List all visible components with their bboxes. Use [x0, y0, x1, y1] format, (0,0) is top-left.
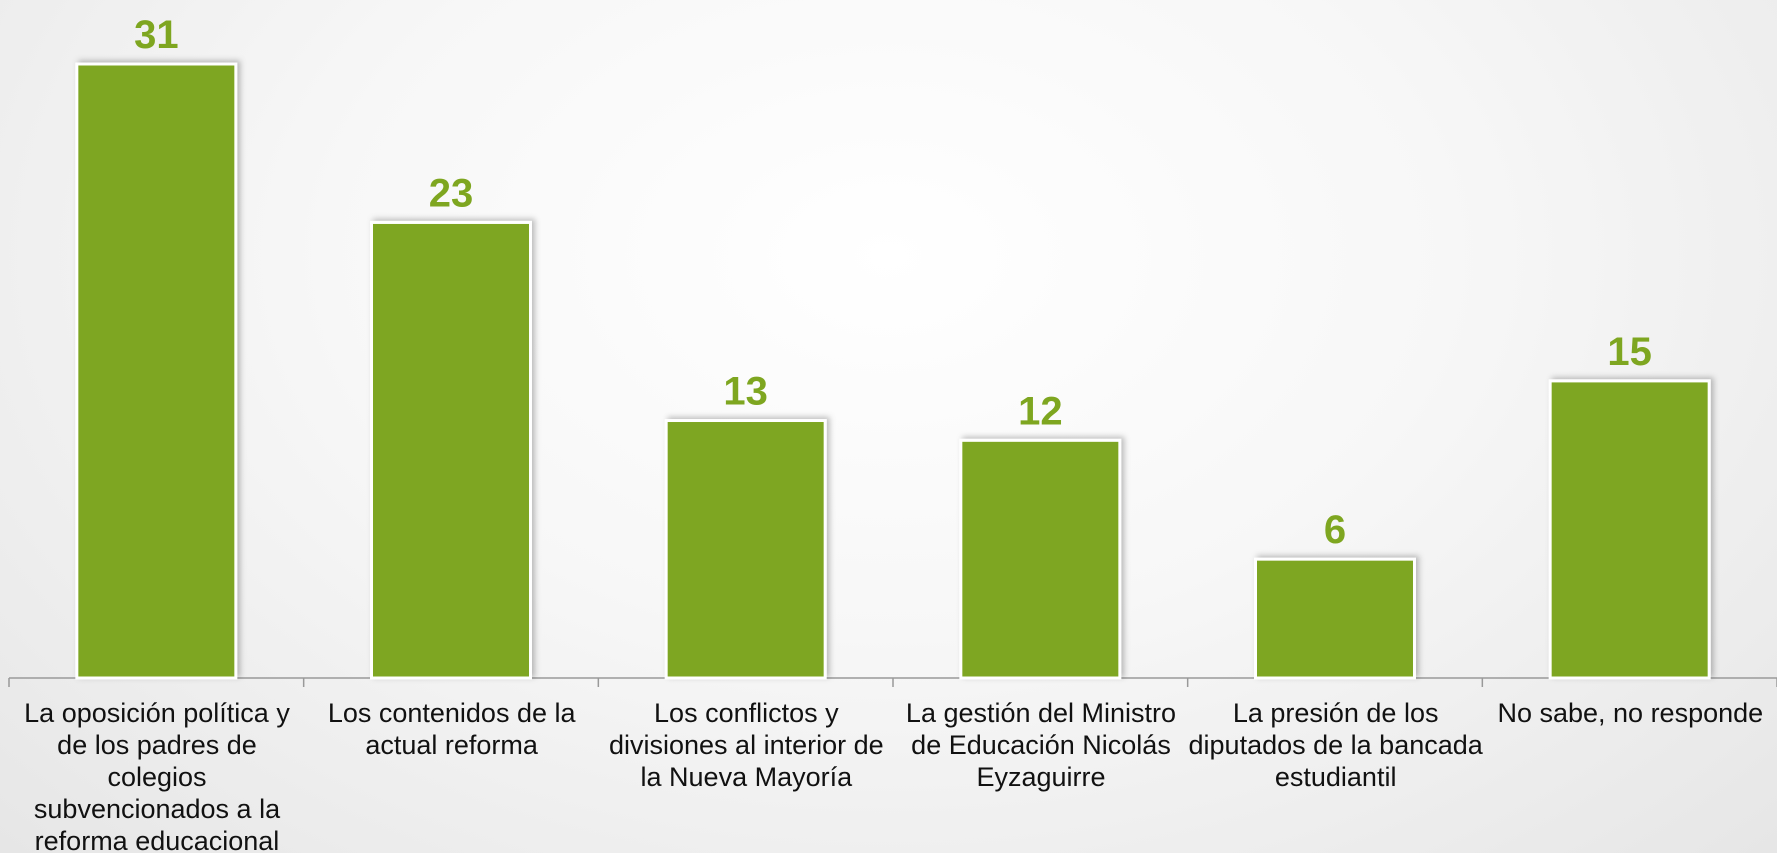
value-label: 12 [1018, 389, 1063, 433]
x-tick-label: No sabe, no responde [1497, 698, 1764, 728]
value-label: 6 [1324, 508, 1346, 552]
x-tick-label: Los conflictos y divisiones al interior … [609, 698, 884, 792]
bar [370, 220, 532, 680]
bar [1548, 379, 1711, 680]
x-tick-label: Los contenidos de la actual reforma [327, 698, 576, 760]
bar [75, 62, 238, 680]
bar [959, 438, 1122, 680]
bar [1254, 557, 1416, 680]
bar [664, 419, 827, 680]
x-tick-label: La gestión del Ministro de Educación Nic… [905, 698, 1177, 792]
x-tick-label: La presión de los diputados de la bancad… [1188, 698, 1483, 792]
value-label: 13 [723, 370, 768, 414]
value-label: 31 [134, 13, 179, 57]
value-label: 15 [1607, 330, 1652, 374]
x-tick-label: La oposición política y de los padres de… [24, 698, 290, 856]
value-label: 23 [429, 171, 474, 215]
